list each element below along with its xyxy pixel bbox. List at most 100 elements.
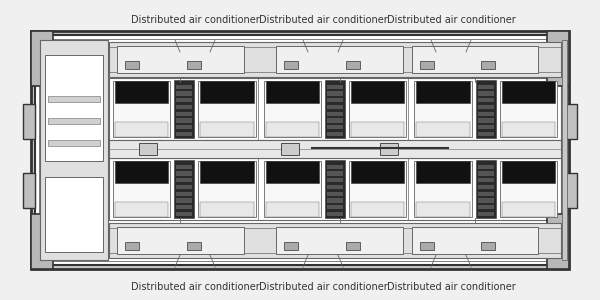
Bar <box>327 125 343 129</box>
Bar <box>176 112 193 116</box>
Bar <box>115 202 168 217</box>
Bar <box>174 80 194 138</box>
Bar <box>327 171 343 176</box>
Bar <box>199 161 256 217</box>
Bar <box>420 61 434 69</box>
Bar <box>35 35 565 265</box>
Bar <box>565 172 577 208</box>
Text: Distributed air conditioner: Distributed air conditioner <box>131 282 259 292</box>
Bar <box>266 81 319 103</box>
Bar <box>48 140 100 146</box>
Bar <box>502 161 555 183</box>
Bar <box>327 132 343 136</box>
Bar <box>327 165 343 169</box>
Bar <box>23 172 35 208</box>
Bar <box>109 42 561 77</box>
Bar <box>327 199 343 203</box>
Bar <box>263 81 321 137</box>
Bar <box>415 81 472 137</box>
Bar <box>478 132 494 136</box>
Bar <box>45 177 103 252</box>
Bar <box>562 40 567 260</box>
Bar <box>200 161 254 183</box>
Bar <box>176 85 193 89</box>
Bar <box>40 40 108 260</box>
Bar <box>327 85 343 89</box>
Bar <box>478 205 494 209</box>
Bar <box>31 31 569 269</box>
Bar <box>478 118 494 122</box>
Bar <box>500 81 557 137</box>
Bar <box>349 161 406 217</box>
Bar <box>115 122 168 137</box>
Bar <box>327 92 343 95</box>
Bar <box>176 199 193 203</box>
Bar <box>327 105 343 109</box>
Bar <box>176 192 193 196</box>
Text: Distributed air conditioner: Distributed air conditioner <box>259 15 388 25</box>
Bar <box>351 161 404 183</box>
Bar <box>125 242 139 250</box>
Bar <box>187 242 200 250</box>
Bar <box>412 227 538 254</box>
Bar <box>176 105 193 109</box>
Bar <box>200 81 254 103</box>
Bar <box>500 161 557 217</box>
Bar <box>113 161 170 217</box>
Bar <box>176 212 193 216</box>
Bar <box>115 81 168 103</box>
Bar <box>266 202 319 217</box>
Bar <box>351 122 404 137</box>
Bar <box>478 125 494 129</box>
Bar <box>199 81 256 137</box>
Bar <box>327 212 343 216</box>
Bar <box>476 80 496 138</box>
Bar <box>327 118 343 122</box>
Bar <box>276 46 403 73</box>
Bar <box>31 31 53 86</box>
Bar <box>48 118 100 124</box>
Bar <box>478 98 494 102</box>
Bar <box>478 85 494 89</box>
Text: Distributed air conditioner: Distributed air conditioner <box>386 282 515 292</box>
Bar <box>200 122 254 137</box>
Bar <box>327 112 343 116</box>
Bar <box>200 202 254 217</box>
Bar <box>176 171 193 176</box>
Bar <box>117 46 244 73</box>
Bar <box>327 185 343 189</box>
Bar <box>176 98 193 102</box>
Bar <box>502 81 555 103</box>
Bar <box>351 202 404 217</box>
Bar <box>48 96 100 102</box>
Bar <box>176 132 193 136</box>
Bar <box>346 242 360 250</box>
Bar <box>325 80 345 138</box>
Bar <box>284 242 298 250</box>
Bar <box>416 122 470 137</box>
Text: Distributed air conditioner: Distributed air conditioner <box>131 15 259 25</box>
Bar <box>502 202 555 217</box>
Bar <box>115 161 168 183</box>
Bar <box>478 165 494 169</box>
Bar <box>266 122 319 137</box>
Bar <box>420 242 434 250</box>
Bar <box>109 78 561 140</box>
Bar <box>109 158 561 220</box>
Bar <box>346 61 360 69</box>
Bar <box>39 39 561 261</box>
Bar <box>139 143 157 155</box>
Bar <box>416 81 470 103</box>
Bar <box>176 125 193 129</box>
Bar <box>380 143 398 155</box>
Bar <box>327 178 343 182</box>
Text: Distributed air conditioner: Distributed air conditioner <box>386 15 515 25</box>
Bar <box>478 92 494 95</box>
Bar <box>31 214 53 269</box>
Bar <box>281 143 299 155</box>
Bar <box>109 223 561 258</box>
Bar <box>416 161 470 183</box>
Text: Distributed air conditioner: Distributed air conditioner <box>259 282 388 292</box>
Bar <box>174 160 194 218</box>
Bar <box>284 61 298 69</box>
